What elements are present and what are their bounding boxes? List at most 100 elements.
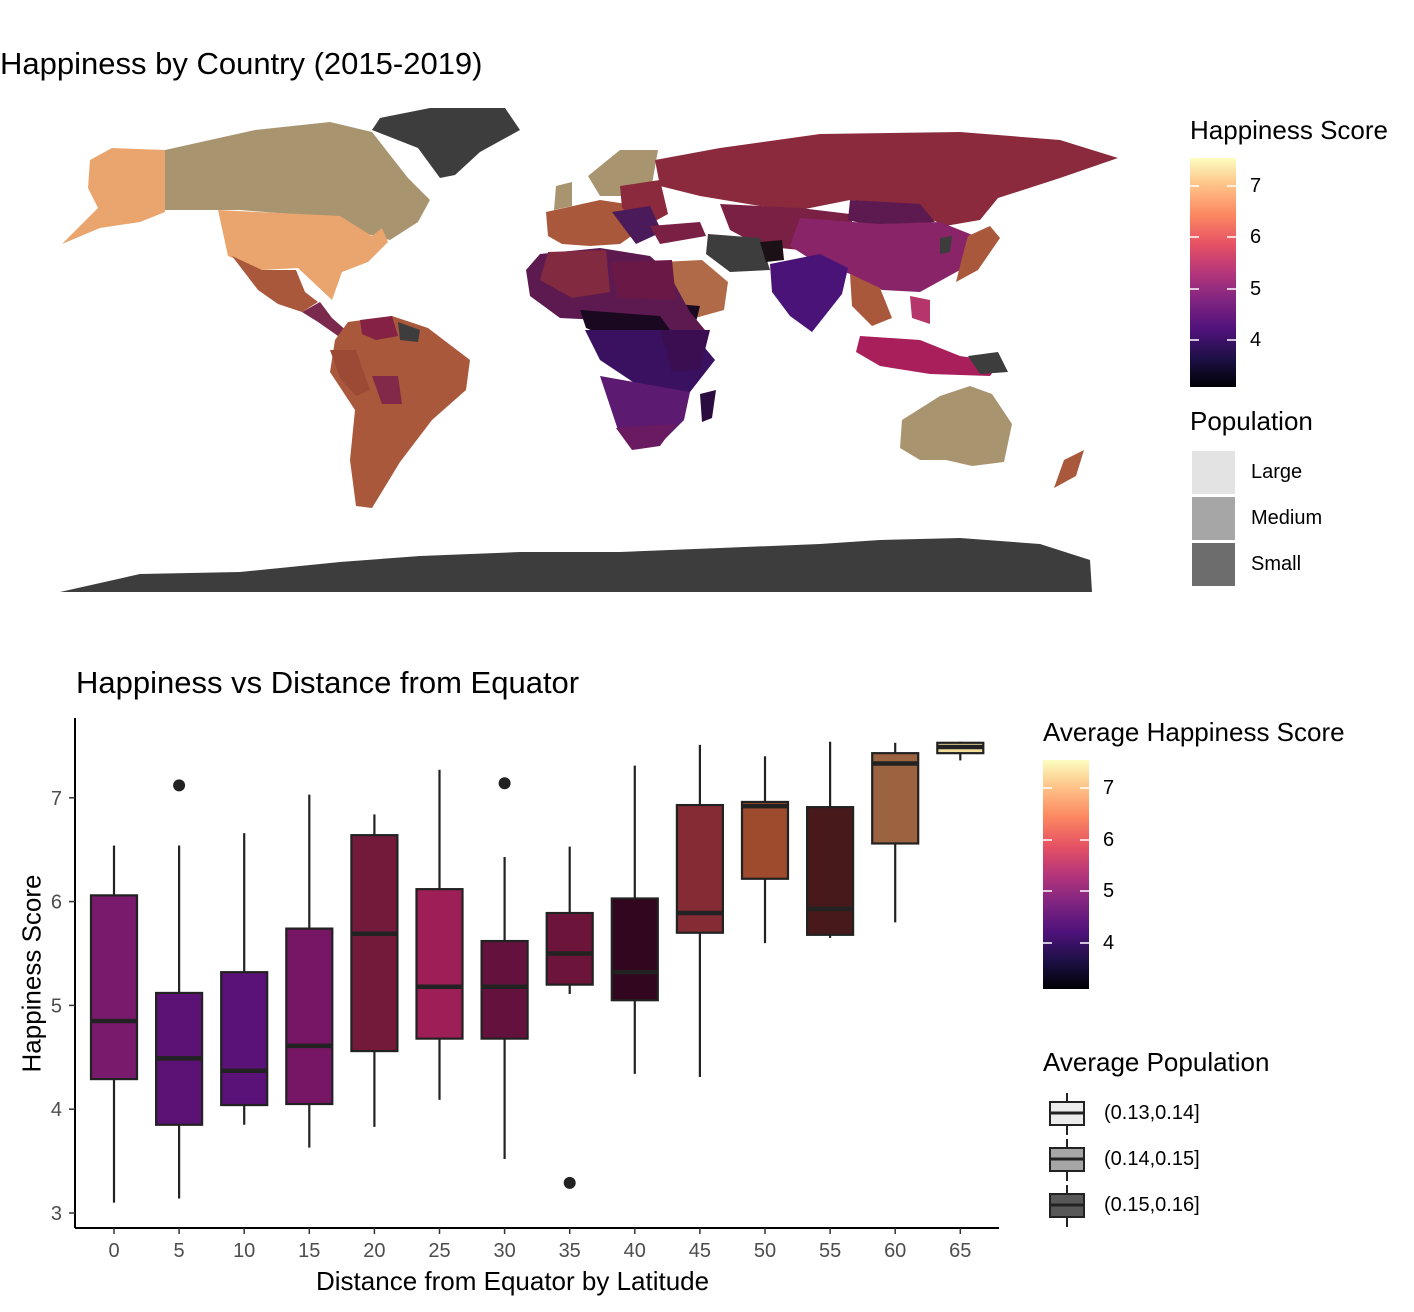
box-0: [89, 845, 139, 1203]
x-tick-label: 25: [428, 1240, 450, 1262]
box-fill-tick-4: 4: [1103, 932, 1115, 954]
map-region-east-africa: [660, 330, 710, 372]
outlier-point: [563, 1176, 576, 1189]
map-region-new-zealand: [1054, 450, 1084, 488]
box-35: [545, 846, 594, 1189]
map-region-usa: [218, 210, 388, 300]
box-pop-legend-title: Average Population: [1043, 1047, 1270, 1077]
map-region-philippines: [910, 296, 930, 324]
map-region-australia: [900, 386, 1012, 466]
map-colorbar-ticks: [1190, 185, 1236, 341]
avg-pop-key-2: [1049, 1139, 1085, 1181]
box-body: [220, 971, 269, 1107]
map-region-south-africa: [616, 424, 676, 450]
x-tick-label: 50: [754, 1240, 776, 1262]
map-region-indonesia: [856, 336, 1000, 376]
avg-pop-label-1: (0.13,0.14]: [1104, 1102, 1200, 1124]
y-tick-label: 5: [51, 995, 62, 1017]
map-region-algeria-morocco: [540, 250, 610, 298]
map-region-venezuela: [360, 316, 398, 340]
x-axis-label: Distance from Equator by Latitude: [316, 1266, 710, 1296]
pop-label-small: Small: [1251, 553, 1302, 575]
box-fill-tick-6: 6: [1103, 829, 1115, 851]
box-5: [155, 779, 204, 1199]
map-region-mongolia: [848, 200, 935, 228]
map-region-japan: [956, 226, 1000, 282]
box-population-legend: [1049, 1093, 1085, 1227]
avg-pop-label-2: (0.14,0.15]: [1104, 1148, 1200, 1170]
pop-key-small: [1192, 543, 1235, 586]
map-region-balkans: [612, 206, 662, 244]
y-ticks: 3 4 5 6 7: [51, 788, 75, 1225]
y-tick-label: 6: [51, 892, 62, 914]
box-body: [740, 800, 790, 880]
pop-key-large: [1192, 451, 1235, 494]
box-body: [350, 834, 399, 1053]
box-30: [480, 777, 529, 1160]
x-tick-label: 40: [624, 1240, 646, 1262]
box-45: [675, 744, 725, 1078]
outlier-point: [498, 777, 511, 790]
map-region-uk: [554, 182, 572, 210]
boxes: [89, 741, 985, 1203]
world-map: [60, 108, 1118, 592]
box-65: [936, 741, 985, 761]
box-colorbar: [1043, 760, 1089, 989]
avg-pop-key-1: [1049, 1093, 1085, 1135]
map-region-png: [968, 352, 1008, 374]
box-25: [415, 769, 464, 1100]
x-tick-label: 15: [298, 1240, 320, 1262]
map-region-russia: [655, 132, 1118, 226]
box-fill-tick-5: 5: [1103, 880, 1115, 902]
box-body: [415, 888, 464, 1040]
box-happiness-legend: [1043, 760, 1089, 989]
x-tick-label: 45: [689, 1240, 711, 1262]
box-55: [805, 741, 855, 938]
x-tick-label: 30: [493, 1240, 515, 1262]
map-region-libya-egypt: [610, 260, 676, 300]
box-50: [740, 756, 790, 944]
box-body: [610, 897, 659, 1002]
box-15: [285, 794, 334, 1148]
map-region-alaska: [62, 148, 165, 244]
box-10: [220, 833, 269, 1125]
boxplot-title: Happiness vs Distance from Equator: [76, 665, 580, 700]
map-pop-legend-title: Population: [1190, 406, 1313, 436]
box-body: [545, 911, 594, 986]
map-region-peru: [330, 350, 370, 396]
map-title: Happiness by Country (2015-2019): [0, 46, 483, 81]
box-fill-tick-7: 7: [1103, 777, 1115, 799]
box-60: [871, 742, 920, 923]
avg-pop-label-3: (0.15,0.16]: [1104, 1194, 1200, 1216]
y-axis-label: Happiness Score: [16, 874, 47, 1073]
map-population-legend: [1192, 451, 1235, 586]
x-tick-label: 60: [884, 1240, 906, 1262]
y-tick-label: 7: [51, 788, 62, 810]
box-body: [871, 752, 920, 845]
box-40: [610, 765, 659, 1074]
y-tick-label: 4: [51, 1099, 62, 1121]
box-fill-legend-title: Average Happiness Score: [1043, 717, 1345, 747]
avg-pop-key-3: [1049, 1185, 1085, 1227]
map-fill-tick-6: 6: [1250, 226, 1262, 248]
map-region-canada: [165, 122, 430, 240]
map-fill-tick-4: 4: [1250, 329, 1262, 351]
map-region-korea: [940, 236, 952, 254]
map-region-antarctica: [60, 538, 1092, 592]
x-tick-label: 10: [233, 1240, 255, 1262]
x-tick-label: 65: [949, 1240, 971, 1262]
map-region-greenland: [372, 108, 520, 178]
map-region-madagascar: [700, 390, 716, 422]
box-body: [89, 894, 139, 1081]
map-fill-tick-5: 5: [1250, 278, 1262, 300]
map-fill-tick-7: 7: [1250, 175, 1262, 197]
x-tick-label: 0: [108, 1240, 119, 1262]
map-region-afghanistan: [760, 240, 784, 262]
x-tick-label: 35: [559, 1240, 581, 1262]
pop-key-medium: [1192, 497, 1235, 540]
map-region-iran: [706, 234, 770, 272]
map-fill-legend-title: Happiness Score: [1190, 115, 1388, 145]
outlier-point: [173, 779, 186, 792]
